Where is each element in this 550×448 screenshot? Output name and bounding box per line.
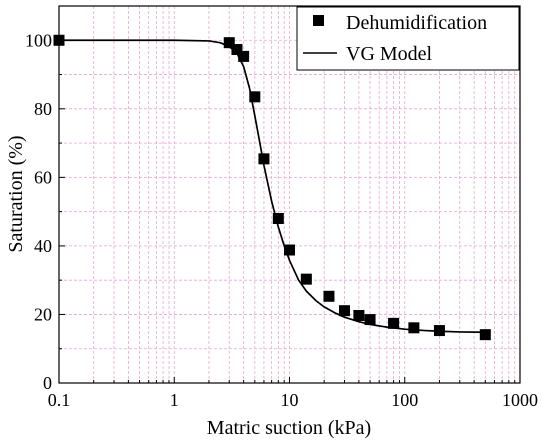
y-tick-label: 100 [25,30,52,50]
dehumidification-point [300,273,312,285]
dehumidification-point [231,44,243,56]
x-axis-label: Matric suction (kPa) [207,417,371,439]
vg-model-curve [59,39,486,334]
dehumidification-point [272,212,284,224]
tick-layer [58,5,521,384]
legend-box [296,6,520,71]
dehumidification-point [249,91,261,103]
dehumidification-point [238,50,250,62]
y-tick-label: 60 [34,167,52,187]
x-tick-label: 1 [170,390,179,410]
y-tick-label: 80 [34,99,52,119]
legend-label-dehumidification: Dehumidification [346,12,487,34]
legend: Dehumidification VG Model [296,6,520,71]
dehumidification-point [388,317,400,329]
legend-label-vg-model: VG Model [346,43,433,65]
dehumidification-point [408,322,420,334]
legend-marker-dehumidification [313,15,324,26]
x-tick-label: 100 [391,390,418,410]
y-tick-label: 20 [34,304,52,324]
dehumidification-point [364,314,376,326]
y-axis-label: Saturation (%) [5,135,27,252]
label-layer: 0.1 1 10 100 1000 0 20 40 60 80 100 [25,30,538,410]
x-tick-label: 1000 [502,390,538,410]
dehumidification-point [258,153,270,165]
dehumidification-point [223,37,235,49]
y-tick-label: 40 [34,236,52,256]
dehumidification-point [284,244,295,256]
x-tick-label: 10 [281,390,299,410]
dehumidification-point [433,325,445,337]
curve-layer [59,39,486,334]
dehumidification-point [353,309,365,321]
dehumidification-point [338,305,350,317]
x-tick-label: 0.1 [48,390,71,410]
dehumidification-point [479,329,491,341]
y-tick-label: 0 [43,373,52,393]
marker-layer [53,34,491,341]
dehumidification-point [323,290,335,302]
